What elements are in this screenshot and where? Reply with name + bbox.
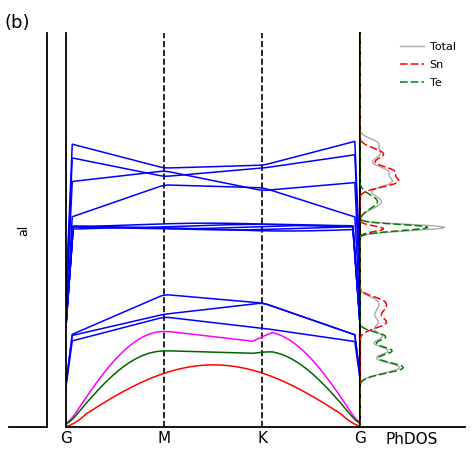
Legend: Total, Sn, Te: Total, Sn, Te <box>396 39 459 91</box>
Text: (b): (b) <box>5 14 30 32</box>
X-axis label: PhDOS: PhDOS <box>386 432 438 447</box>
Text: al: al <box>17 224 30 236</box>
